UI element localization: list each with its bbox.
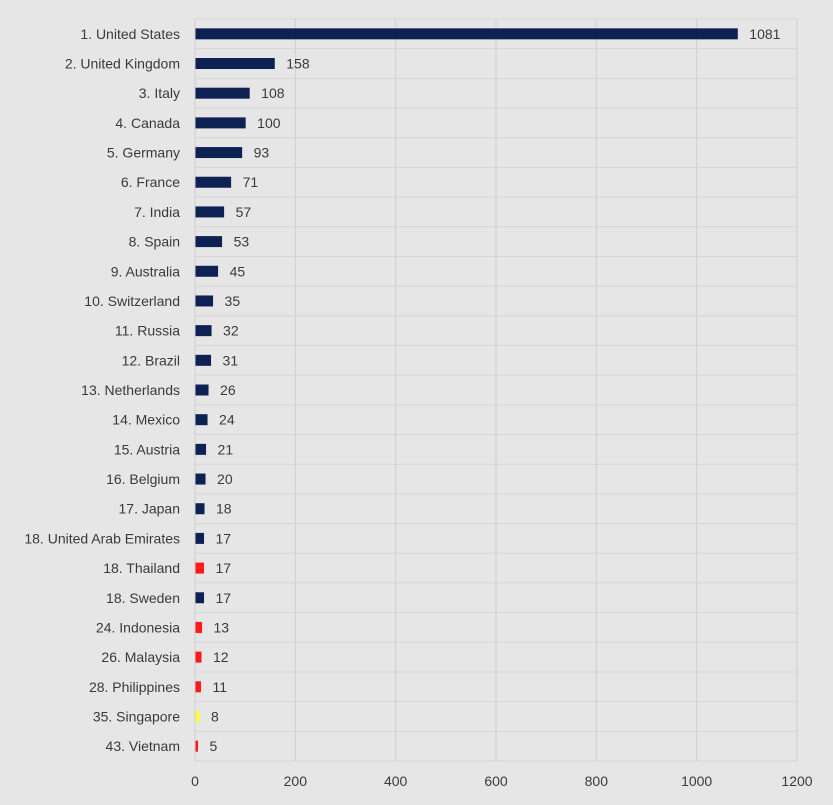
value-label: 93 [254,145,270,161]
value-label: 53 [234,234,250,250]
bar [195,473,206,485]
category-label: 12. Brazil [122,352,180,368]
category-label: 1. United States [80,26,180,42]
category-label: 7. India [134,204,180,220]
gridlines [194,18,798,762]
category-labels: 1. United States 2. United Kingdom 3. Ital… [24,26,180,754]
value-label: 12 [213,649,229,665]
category-label: 15. Austria [114,441,180,457]
category-label: 43. Vietnam [106,738,180,754]
category-label: 28. Philippines [89,679,180,695]
category-label: 5. Germany [107,145,180,161]
value-label: 158 [286,56,310,72]
bar [195,325,212,337]
bar [195,176,232,188]
bar [195,117,246,129]
category-label: 18. Sweden [106,590,180,606]
value-label: 32 [223,323,239,339]
bar [195,621,203,633]
category-label: 17. Japan [119,501,181,517]
x-tick-label: 200 [284,773,308,789]
value-label: 5 [210,738,218,754]
bar [195,443,207,455]
bar [195,740,199,752]
value-label: 17 [216,560,232,576]
category-label: 3. Italy [139,85,180,101]
category-label: 10. Switzerland [84,293,180,309]
value-label: 13 [214,619,230,635]
bar [195,28,738,40]
value-label: 35 [225,293,241,309]
category-label: 13. Netherlands [81,382,180,398]
x-tick-label: 0 [191,773,199,789]
category-label: 35. Singapore [93,708,180,724]
bars [195,28,738,752]
value-label: 20 [217,471,233,487]
category-label: 2. United Kingdom [65,56,180,72]
value-label: 71 [243,174,259,190]
bar [195,681,202,693]
bar [195,354,212,366]
value-label: 57 [236,204,252,220]
x-tick-label: 1000 [681,773,712,789]
bar [195,265,219,277]
category-label: 4. Canada [115,115,180,131]
bar [195,562,205,574]
value-label: 31 [223,352,239,368]
bar [195,147,243,159]
x-axis-ticks: 0 200 400 600 800 1000 1200 [191,773,813,789]
bar [195,236,223,248]
value-label: 1081 [749,26,780,42]
value-label: 8 [211,708,219,724]
category-label: 26. Malaysia [101,649,180,665]
bar [195,295,214,307]
x-tick-label: 1200 [781,773,812,789]
value-label: 21 [218,441,234,457]
bar [195,384,209,396]
category-label: 14. Mexico [112,412,180,428]
bar [195,58,275,70]
value-label: 108 [261,85,285,101]
category-label: 16. Belgium [106,471,180,487]
value-label: 100 [257,115,281,131]
bar [195,414,208,426]
category-label: 9. Australia [111,263,180,279]
bar [195,710,200,722]
value-label: 17 [216,530,232,546]
category-label: 6. France [121,174,180,190]
bar [195,532,205,544]
value-label: 18 [216,501,232,517]
bar [195,206,225,218]
x-tick-label: 600 [484,773,508,789]
bar [195,651,202,663]
value-label: 11 [213,679,228,695]
value-label: 24 [219,412,235,428]
bar [195,87,250,99]
bar [195,503,205,515]
x-tick-label: 400 [384,773,408,789]
category-label: 24. Indonesia [96,619,180,635]
bar [195,592,205,604]
category-label: 18. United Arab Emirates [24,530,180,546]
category-label: 11. Russia [115,323,180,339]
category-label: 8. Spain [129,234,180,250]
value-label: 26 [220,382,236,398]
value-label: 17 [216,590,232,606]
category-label: 18. Thailand [103,560,180,576]
x-tick-label: 800 [585,773,609,789]
value-label: 45 [230,263,246,279]
